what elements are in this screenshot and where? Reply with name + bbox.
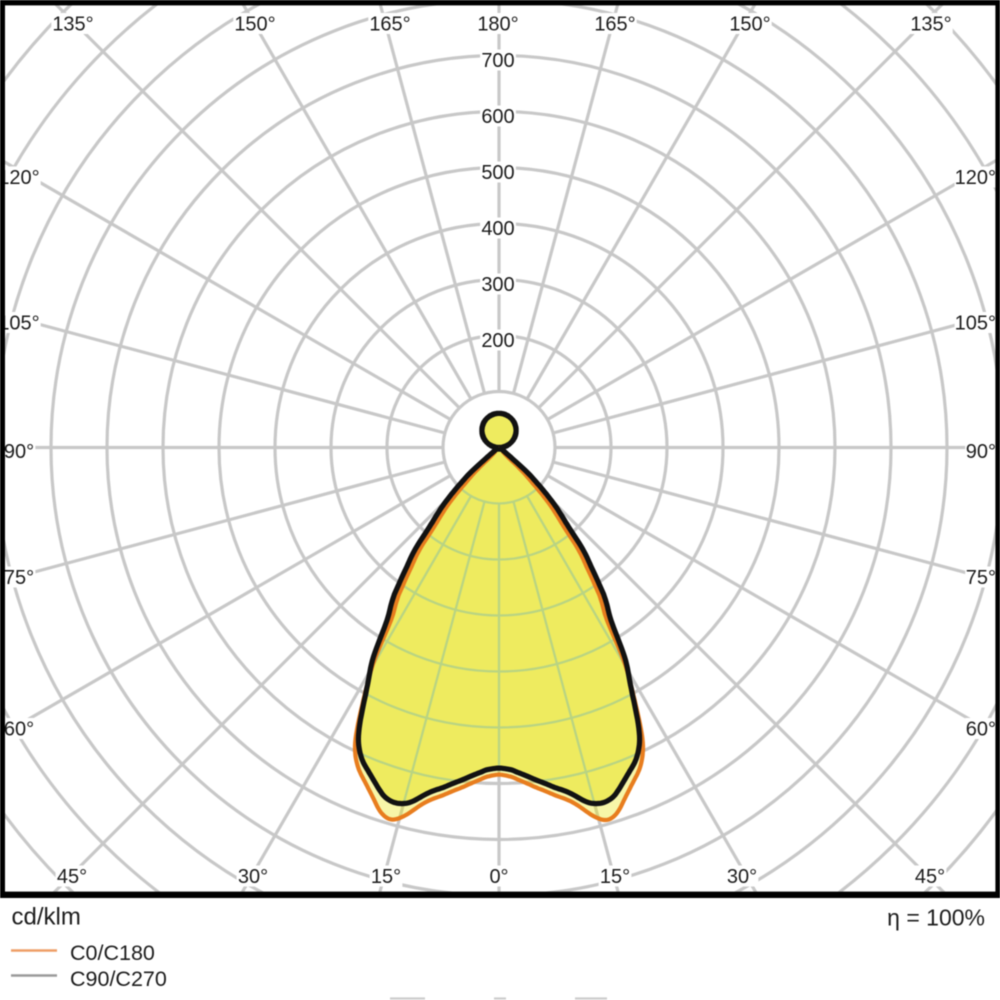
svg-text:45°: 45° — [915, 866, 945, 888]
svg-text:cd/klm: cd/klm — [12, 904, 81, 931]
svg-text:500: 500 — [481, 162, 514, 184]
svg-text:0°: 0° — [489, 866, 508, 888]
svg-text:C90/C270: C90/C270 — [70, 967, 167, 991]
svg-text:200: 200 — [481, 330, 514, 352]
svg-text:90°: 90° — [966, 441, 996, 463]
svg-text:600: 600 — [481, 106, 514, 128]
svg-text:105°: 105° — [0, 312, 40, 334]
svg-text:400: 400 — [481, 218, 514, 240]
svg-text:60°: 60° — [4, 718, 34, 740]
svg-text:150°: 150° — [234, 13, 275, 35]
svg-text:30°: 30° — [238, 866, 268, 888]
svg-text:150°: 150° — [729, 13, 770, 35]
svg-text:105°: 105° — [955, 312, 996, 334]
svg-text:300: 300 — [481, 274, 514, 296]
svg-text:165°: 165° — [594, 13, 635, 35]
svg-text:η = 100%: η = 100% — [887, 905, 985, 931]
svg-text:15°: 15° — [371, 866, 401, 888]
svg-text:135°: 135° — [52, 13, 93, 35]
svg-text:90°: 90° — [4, 441, 34, 463]
svg-text:165°: 165° — [369, 13, 410, 35]
svg-text:45°: 45° — [57, 866, 87, 888]
svg-text:60°: 60° — [966, 718, 996, 740]
svg-text:700: 700 — [481, 50, 514, 72]
svg-text:30°: 30° — [727, 866, 757, 888]
svg-text:180°: 180° — [477, 13, 518, 35]
svg-text:C0/C180: C0/C180 — [70, 941, 155, 965]
svg-text:75°: 75° — [4, 567, 34, 589]
svg-text:15°: 15° — [600, 866, 630, 888]
svg-text:120°: 120° — [955, 167, 996, 189]
svg-text:75°: 75° — [966, 567, 996, 589]
svg-text:135°: 135° — [910, 13, 951, 35]
svg-text:120°: 120° — [0, 167, 40, 189]
